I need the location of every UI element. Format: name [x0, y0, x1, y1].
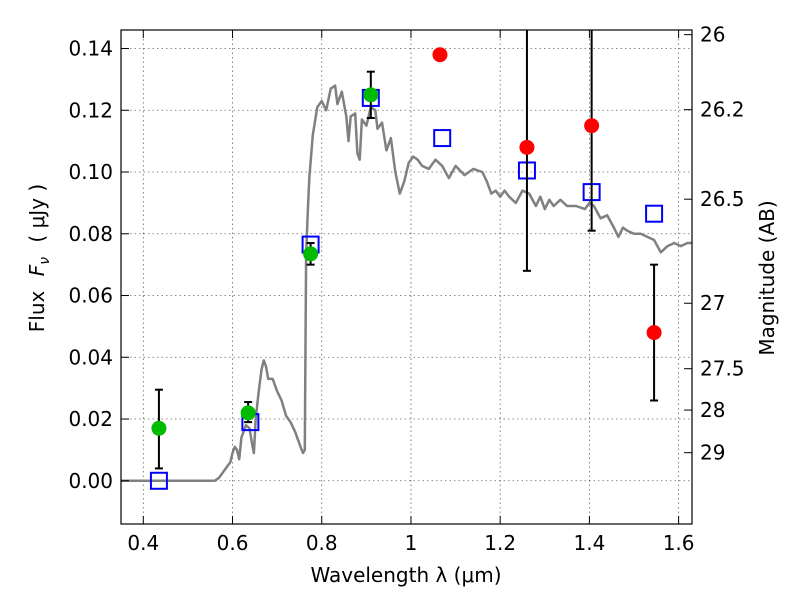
plot-area [121, 30, 692, 490]
y-tick-label: 0.10 [68, 160, 113, 184]
model-flux-square [645, 204, 664, 223]
y2-tick-label: 28 [700, 398, 725, 422]
grid [121, 30, 692, 524]
x-tick-label: 1 [405, 531, 418, 555]
y-axis-label-var: F [25, 264, 49, 276]
model-flux-square [149, 471, 168, 490]
observed-flux-point [363, 87, 379, 103]
y-tick-label: 0.00 [68, 469, 113, 493]
y-tick-label: 0.06 [68, 284, 113, 308]
y2-tick-label: 27 [700, 291, 725, 315]
x-tick-label: 0.4 [127, 531, 159, 555]
observed-flux-point [584, 118, 600, 134]
x-tick-label: 1.6 [663, 531, 695, 555]
y2-tick-label: 29 [700, 441, 725, 465]
observed-flux-point [303, 246, 319, 262]
y2-tick-label: 26.5 [700, 187, 745, 211]
model-flux-square [433, 129, 452, 148]
observed-flux-point [519, 139, 535, 155]
y-axis-label: Flux Fν ( μJy ) [25, 184, 54, 332]
y-tick-label: 0.02 [68, 407, 113, 431]
y-tick-label: 0.14 [68, 37, 113, 61]
y2-tick-label: 27.5 [700, 357, 745, 381]
observed-flux-point [240, 405, 256, 421]
y-tick-label: 0.04 [68, 345, 113, 369]
plot-frame [120, 29, 693, 525]
y-axis-label-units: ( μJy ) [25, 184, 49, 243]
y-tick-label: 0.08 [68, 222, 113, 246]
x-tick-label: 1.4 [573, 531, 605, 555]
observed-flux-point [432, 47, 448, 63]
y-tick-label: 0.12 [68, 98, 113, 122]
x-tick-label: 0.8 [306, 531, 338, 555]
y2-tick-label: 26.2 [700, 98, 745, 122]
observed-flux-point [151, 420, 167, 436]
model-spectrum-line [121, 84, 692, 483]
y-axis-label-prefix: Flux [25, 290, 49, 332]
x-tick-label: 0.6 [217, 531, 249, 555]
x-axis-label: Wavelength λ (μm) [310, 563, 501, 587]
y-axis-label-sub: ν [37, 257, 53, 265]
y2-tick-label: 26 [700, 23, 725, 47]
y2-axis-label: Magnitude (AB) [755, 200, 779, 355]
x-tick-label: 1.2 [484, 531, 516, 555]
observed-flux-point [646, 325, 662, 341]
axes: 0.4 0.6 0.8 1 1.2 1.4 1.6 0.00 0.02 0.04 0.06 0.08 0… [68, 23, 744, 555]
